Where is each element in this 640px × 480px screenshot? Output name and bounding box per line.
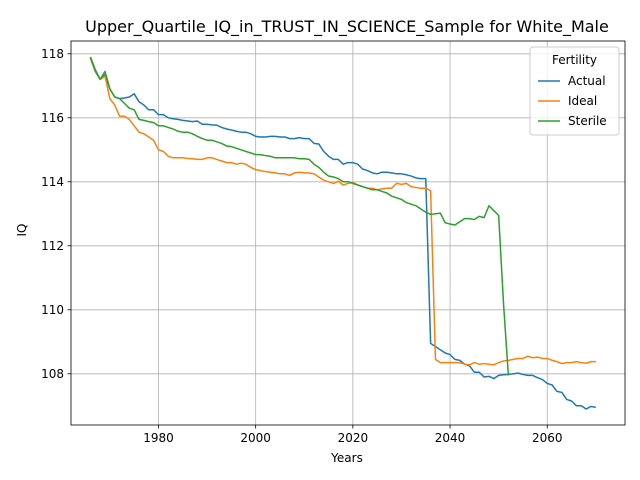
y-axis: 108 110 112 114 116 118: [41, 47, 71, 381]
chart-title: Upper_Quartile_IQ_in_TRUST_IN_SCIENCE_Sa…: [85, 17, 609, 37]
series-line-sterile: [89, 56, 510, 376]
x-axis: 1980 2000 2020 2040 2060: [143, 425, 563, 445]
series-line-ideal: [89, 58, 596, 366]
y-tick-label: 114: [41, 175, 64, 189]
y-tick-label: 108: [41, 367, 64, 381]
series-line-actual: [89, 56, 596, 410]
y-axis-label: IQ: [15, 224, 29, 237]
legend-title: Fertility: [552, 53, 597, 67]
x-tick-label: 1980: [143, 431, 174, 445]
plot-frame: [70, 40, 626, 426]
y-tick-label: 112: [41, 239, 64, 253]
x-tick-label: 2000: [240, 431, 271, 445]
y-tick-label: 118: [41, 47, 64, 61]
y-tick-label: 110: [41, 303, 64, 317]
x-tick-label: 2020: [338, 431, 369, 445]
y-tick-label: 116: [41, 111, 64, 125]
x-tick-label: 2060: [532, 431, 563, 445]
legend-label-ideal: Ideal: [568, 94, 597, 108]
x-tick-label: 2040: [435, 431, 466, 445]
series-group: [89, 56, 596, 410]
x-axis-label: Years: [330, 451, 363, 465]
legend-label-actual: Actual: [568, 74, 606, 88]
legend: Fertility Actual Ideal Sterile: [529, 46, 620, 136]
legend-label-sterile: Sterile: [568, 114, 607, 128]
legend-box: [529, 46, 620, 136]
